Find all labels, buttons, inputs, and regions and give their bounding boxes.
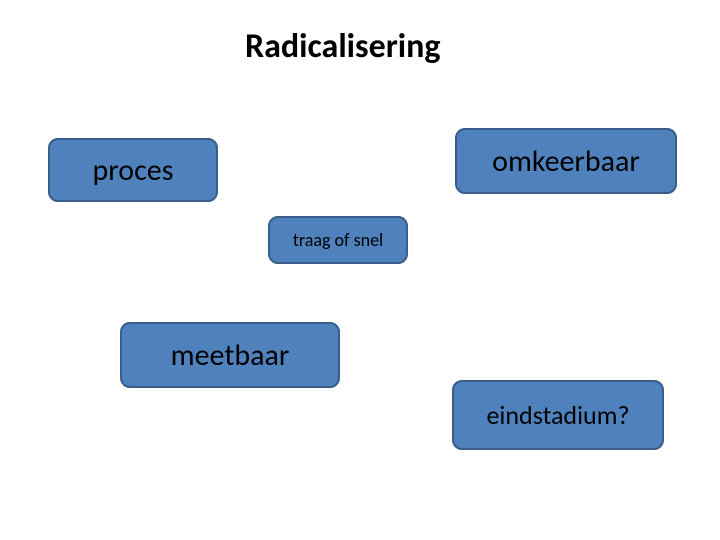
node-proces: proces [48, 138, 218, 202]
node-eindstadium: eindstadium? [452, 380, 664, 450]
diagram-stage: Radicalisering proces omkeerbaar traag o… [0, 0, 720, 540]
node-label: meetbaar [171, 337, 290, 374]
node-traag-of-snel: traag of snel [268, 216, 408, 264]
node-omkeerbaar: omkeerbaar [455, 128, 677, 194]
node-label: eindstadium? [486, 399, 629, 431]
node-label: traag of snel [293, 229, 383, 251]
node-label: proces [93, 152, 174, 189]
node-meetbaar: meetbaar [120, 322, 340, 388]
node-label: omkeerbaar [492, 143, 640, 180]
page-title: Radicalisering [245, 26, 441, 67]
